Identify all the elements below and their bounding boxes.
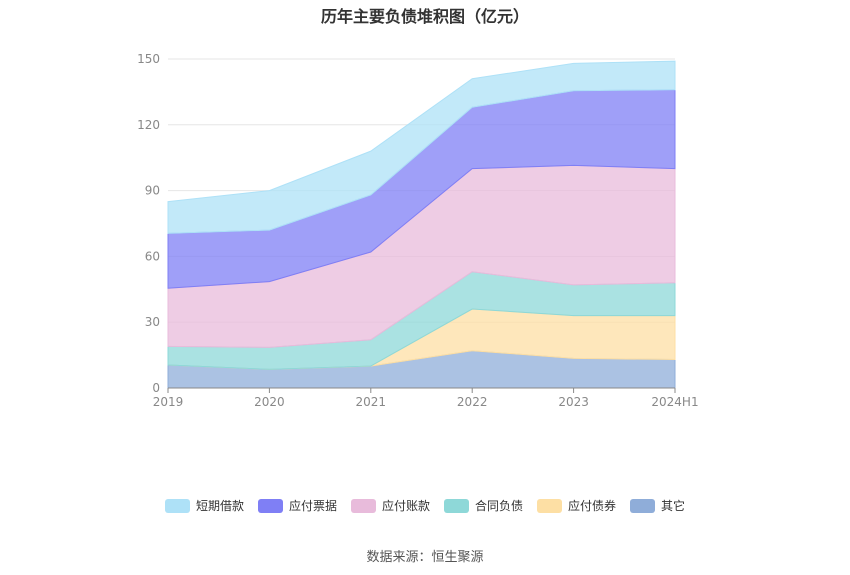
axes: 0 30 60 90 120 150 2019 2020 2021 2022 2023 2024H1 — [137, 52, 699, 409]
legend-swatch — [537, 498, 563, 513]
area-series — [167, 60, 676, 234]
legend-item[interactable]: 应付票据 — [257, 497, 337, 514]
legend-swatch — [164, 498, 190, 513]
legend-item[interactable]: 短期借款 — [164, 497, 244, 514]
y-tick-label: 150 — [137, 52, 160, 66]
y-tick-label: 0 — [152, 381, 160, 395]
x-tick-label: 2020 — [254, 395, 285, 409]
legend-label: 应付账款 — [381, 499, 430, 513]
legend-item[interactable]: 应付账款 — [350, 497, 430, 514]
x-tick-label: 2022 — [457, 395, 488, 409]
data-source: 数据来源：恒生聚源 — [366, 550, 484, 565]
x-tick-label: 2019 — [153, 395, 184, 409]
area-series — [167, 60, 676, 389]
legend-swatch — [444, 498, 469, 513]
legend-swatch — [630, 498, 656, 513]
legend-label: 应付票据 — [288, 499, 337, 513]
x-tick-label: 2024H1 — [651, 395, 698, 409]
legend-swatch — [350, 498, 376, 513]
legend-item[interactable]: 合同负债 — [444, 497, 523, 514]
chart-title: 历年主要负债堆积图（亿元） — [320, 7, 529, 26]
legend-label: 应付债券 — [568, 499, 617, 513]
x-tick-label: 2023 — [558, 395, 589, 409]
legend: 短期借款 应付票据 应付账款 合同负债 应付债券 其它 — [0, 497, 850, 514]
legend-item[interactable]: 其它 — [630, 497, 685, 514]
legend-label: 其它 — [661, 499, 686, 513]
y-tick-label: 90 — [145, 184, 160, 198]
legend-label: 合同负债 — [475, 499, 524, 513]
legend-item[interactable]: 应付债券 — [537, 497, 616, 514]
y-tick-label: 30 — [145, 315, 160, 329]
y-tick-label: 60 — [145, 249, 160, 263]
y-tick-label: 120 — [137, 118, 160, 132]
legend-label: 短期借款 — [195, 499, 244, 513]
legend-swatch — [257, 498, 283, 513]
x-tick-label: 2021 — [356, 395, 387, 409]
chart-area: 0 30 60 90 120 150 2019 2020 2021 2022 2023 2024H1 — [137, 52, 699, 409]
